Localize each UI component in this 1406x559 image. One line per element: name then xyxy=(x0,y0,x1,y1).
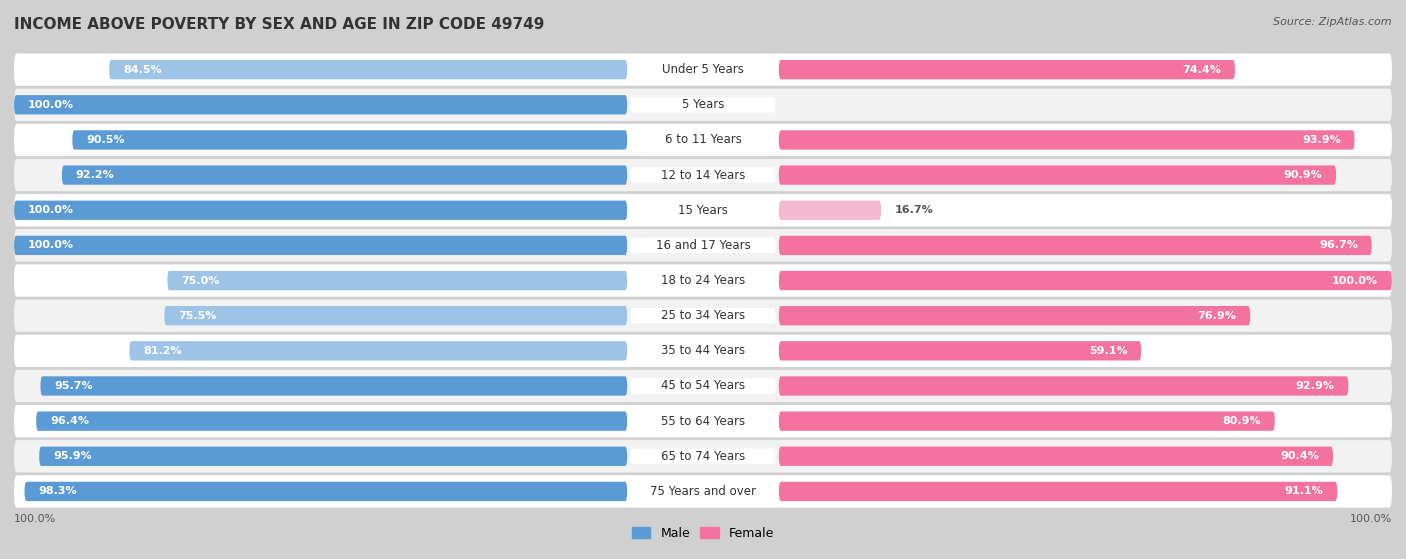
FancyBboxPatch shape xyxy=(779,60,1234,79)
Text: 91.1%: 91.1% xyxy=(1285,486,1323,496)
Text: 76.9%: 76.9% xyxy=(1198,311,1236,321)
Text: 95.9%: 95.9% xyxy=(53,451,91,461)
FancyBboxPatch shape xyxy=(779,447,1333,466)
Text: 75 Years and over: 75 Years and over xyxy=(650,485,756,498)
FancyBboxPatch shape xyxy=(14,89,1392,121)
Text: 6 to 11 Years: 6 to 11 Years xyxy=(665,134,741,146)
Text: 100.0%: 100.0% xyxy=(1331,276,1378,286)
FancyBboxPatch shape xyxy=(779,165,1336,185)
FancyBboxPatch shape xyxy=(631,343,775,358)
Legend: Male, Female: Male, Female xyxy=(627,522,779,545)
FancyBboxPatch shape xyxy=(14,95,627,115)
Text: INCOME ABOVE POVERTY BY SEX AND AGE IN ZIP CODE 49749: INCOME ABOVE POVERTY BY SEX AND AGE IN Z… xyxy=(14,17,544,32)
Text: 100.0%: 100.0% xyxy=(1350,514,1392,524)
Text: 100.0%: 100.0% xyxy=(14,514,56,524)
Text: Under 5 Years: Under 5 Years xyxy=(662,63,744,76)
FancyBboxPatch shape xyxy=(14,159,1392,191)
FancyBboxPatch shape xyxy=(631,97,775,112)
Text: Source: ZipAtlas.com: Source: ZipAtlas.com xyxy=(1274,17,1392,27)
Text: 5 Years: 5 Years xyxy=(682,98,724,111)
FancyBboxPatch shape xyxy=(779,130,1354,150)
Text: 35 to 44 Years: 35 to 44 Years xyxy=(661,344,745,357)
Text: 16.7%: 16.7% xyxy=(896,205,934,215)
FancyBboxPatch shape xyxy=(14,475,1392,508)
Text: 74.4%: 74.4% xyxy=(1182,65,1222,75)
FancyBboxPatch shape xyxy=(14,124,1392,156)
FancyBboxPatch shape xyxy=(631,167,775,183)
Text: 75.5%: 75.5% xyxy=(179,311,217,321)
Text: 100.0%: 100.0% xyxy=(28,100,75,110)
Text: 92.2%: 92.2% xyxy=(76,170,114,180)
FancyBboxPatch shape xyxy=(631,238,775,253)
FancyBboxPatch shape xyxy=(14,229,1392,262)
FancyBboxPatch shape xyxy=(631,62,775,77)
FancyBboxPatch shape xyxy=(39,447,627,466)
FancyBboxPatch shape xyxy=(62,165,627,185)
FancyBboxPatch shape xyxy=(779,341,1142,361)
Text: 96.7%: 96.7% xyxy=(1319,240,1358,250)
Text: 15 Years: 15 Years xyxy=(678,203,728,217)
Text: 96.4%: 96.4% xyxy=(49,416,89,426)
FancyBboxPatch shape xyxy=(110,60,627,79)
Text: 55 to 64 Years: 55 to 64 Years xyxy=(661,415,745,428)
FancyBboxPatch shape xyxy=(631,414,775,429)
FancyBboxPatch shape xyxy=(631,484,775,499)
FancyBboxPatch shape xyxy=(631,378,775,394)
FancyBboxPatch shape xyxy=(165,306,627,325)
FancyBboxPatch shape xyxy=(14,264,1392,297)
FancyBboxPatch shape xyxy=(631,202,775,218)
Text: 12 to 14 Years: 12 to 14 Years xyxy=(661,169,745,182)
FancyBboxPatch shape xyxy=(129,341,627,361)
FancyBboxPatch shape xyxy=(14,201,627,220)
Text: 90.5%: 90.5% xyxy=(86,135,125,145)
Text: 80.9%: 80.9% xyxy=(1222,416,1261,426)
FancyBboxPatch shape xyxy=(779,411,1275,431)
FancyBboxPatch shape xyxy=(631,273,775,288)
FancyBboxPatch shape xyxy=(14,194,1392,226)
Text: 18 to 24 Years: 18 to 24 Years xyxy=(661,274,745,287)
FancyBboxPatch shape xyxy=(72,130,627,150)
Text: 59.1%: 59.1% xyxy=(1088,346,1128,356)
Text: 65 to 74 Years: 65 to 74 Years xyxy=(661,450,745,463)
FancyBboxPatch shape xyxy=(14,440,1392,472)
Text: 84.5%: 84.5% xyxy=(122,65,162,75)
Text: 75.0%: 75.0% xyxy=(181,276,219,286)
Text: 45 to 54 Years: 45 to 54 Years xyxy=(661,380,745,392)
FancyBboxPatch shape xyxy=(779,376,1348,396)
FancyBboxPatch shape xyxy=(14,405,1392,437)
FancyBboxPatch shape xyxy=(779,201,882,220)
FancyBboxPatch shape xyxy=(779,236,1372,255)
FancyBboxPatch shape xyxy=(631,132,775,148)
FancyBboxPatch shape xyxy=(37,411,627,431)
FancyBboxPatch shape xyxy=(14,236,627,255)
Text: 16 and 17 Years: 16 and 17 Years xyxy=(655,239,751,252)
FancyBboxPatch shape xyxy=(41,376,627,396)
Text: 92.9%: 92.9% xyxy=(1296,381,1334,391)
FancyBboxPatch shape xyxy=(779,271,1392,290)
Text: 90.4%: 90.4% xyxy=(1281,451,1319,461)
FancyBboxPatch shape xyxy=(631,308,775,324)
FancyBboxPatch shape xyxy=(24,482,627,501)
Text: 100.0%: 100.0% xyxy=(28,240,75,250)
Text: 25 to 34 Years: 25 to 34 Years xyxy=(661,309,745,322)
Text: 93.9%: 93.9% xyxy=(1302,135,1341,145)
Text: 95.7%: 95.7% xyxy=(55,381,93,391)
FancyBboxPatch shape xyxy=(14,370,1392,402)
Text: 81.2%: 81.2% xyxy=(143,346,181,356)
FancyBboxPatch shape xyxy=(14,335,1392,367)
Text: 90.9%: 90.9% xyxy=(1284,170,1323,180)
FancyBboxPatch shape xyxy=(631,448,775,464)
FancyBboxPatch shape xyxy=(167,271,627,290)
FancyBboxPatch shape xyxy=(779,306,1250,325)
FancyBboxPatch shape xyxy=(14,300,1392,332)
FancyBboxPatch shape xyxy=(779,482,1337,501)
FancyBboxPatch shape xyxy=(14,54,1392,86)
Text: 98.3%: 98.3% xyxy=(38,486,77,496)
Text: 100.0%: 100.0% xyxy=(28,205,75,215)
